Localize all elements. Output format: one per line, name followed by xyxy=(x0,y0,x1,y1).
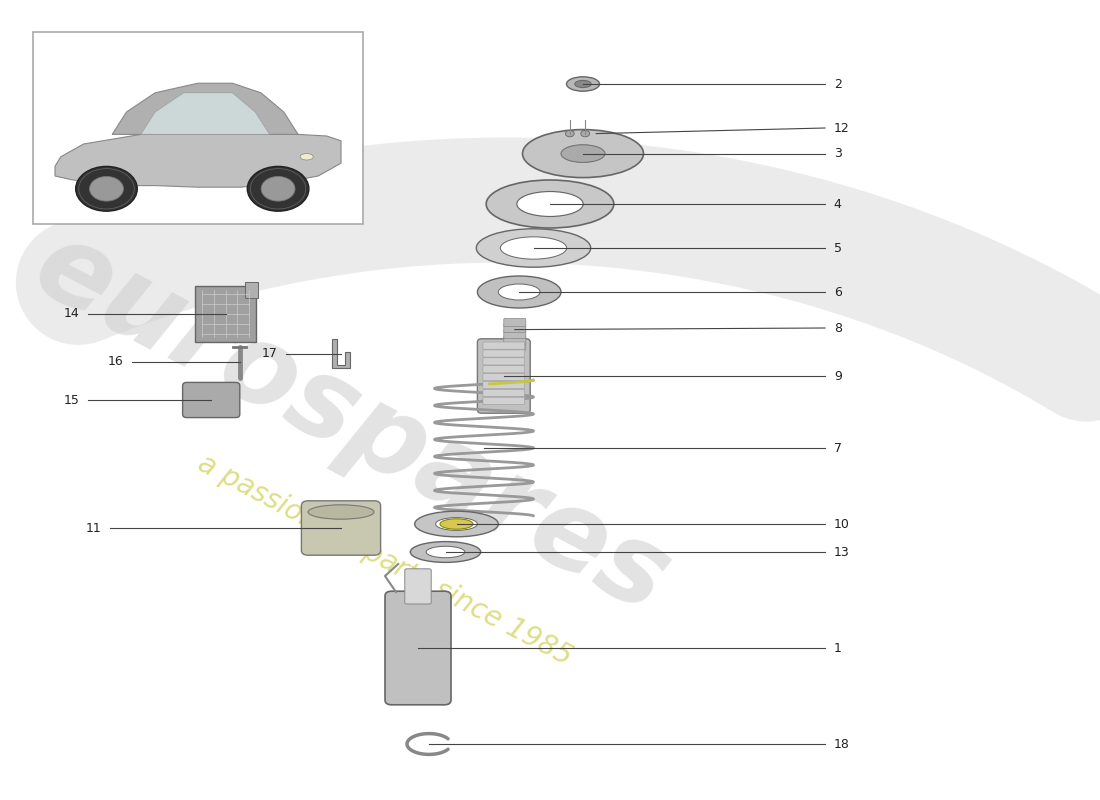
FancyBboxPatch shape xyxy=(504,342,526,350)
Text: 6: 6 xyxy=(834,286,842,298)
Polygon shape xyxy=(332,339,350,368)
Circle shape xyxy=(248,166,309,211)
FancyBboxPatch shape xyxy=(385,591,451,705)
Text: 11: 11 xyxy=(86,522,101,534)
Bar xyxy=(196,286,255,342)
Text: 3: 3 xyxy=(834,147,842,160)
FancyBboxPatch shape xyxy=(483,366,525,373)
Ellipse shape xyxy=(574,80,592,88)
Ellipse shape xyxy=(440,519,473,530)
Text: 16: 16 xyxy=(108,355,123,368)
Circle shape xyxy=(565,130,574,137)
FancyBboxPatch shape xyxy=(483,390,525,397)
Circle shape xyxy=(89,177,123,201)
Text: eurospares: eurospares xyxy=(16,212,688,636)
FancyBboxPatch shape xyxy=(483,342,525,349)
Ellipse shape xyxy=(486,180,614,228)
FancyBboxPatch shape xyxy=(183,382,240,418)
Ellipse shape xyxy=(300,154,313,160)
Ellipse shape xyxy=(566,77,600,91)
Text: 15: 15 xyxy=(64,394,79,406)
Ellipse shape xyxy=(308,505,374,519)
Ellipse shape xyxy=(498,284,540,300)
FancyBboxPatch shape xyxy=(301,501,381,555)
Text: 13: 13 xyxy=(834,546,849,558)
FancyBboxPatch shape xyxy=(504,336,526,344)
Circle shape xyxy=(76,166,138,211)
FancyBboxPatch shape xyxy=(483,358,525,365)
FancyBboxPatch shape xyxy=(483,397,525,404)
Text: 17: 17 xyxy=(262,347,277,360)
Ellipse shape xyxy=(522,130,644,178)
Ellipse shape xyxy=(476,229,591,267)
Ellipse shape xyxy=(477,276,561,308)
Text: 14: 14 xyxy=(64,307,79,320)
FancyBboxPatch shape xyxy=(504,325,526,333)
Ellipse shape xyxy=(426,546,465,558)
Text: 18: 18 xyxy=(834,738,849,750)
FancyBboxPatch shape xyxy=(483,350,525,357)
Text: 9: 9 xyxy=(834,370,842,382)
Text: 1: 1 xyxy=(834,642,842,654)
Text: 8: 8 xyxy=(834,322,842,334)
Text: 4: 4 xyxy=(834,198,842,210)
FancyBboxPatch shape xyxy=(504,318,526,326)
Text: 12: 12 xyxy=(834,122,849,134)
Text: a passion for parts since 1985: a passion for parts since 1985 xyxy=(194,449,576,671)
Ellipse shape xyxy=(415,511,498,537)
Polygon shape xyxy=(55,134,341,187)
FancyBboxPatch shape xyxy=(504,330,526,338)
FancyBboxPatch shape xyxy=(405,569,431,604)
Ellipse shape xyxy=(410,542,481,562)
Text: 5: 5 xyxy=(834,242,842,254)
Circle shape xyxy=(261,177,295,201)
Ellipse shape xyxy=(500,237,566,259)
Ellipse shape xyxy=(436,518,477,530)
FancyBboxPatch shape xyxy=(483,382,525,389)
Text: 2: 2 xyxy=(834,78,842,90)
Text: 10: 10 xyxy=(834,518,849,530)
Ellipse shape xyxy=(561,145,605,162)
FancyBboxPatch shape xyxy=(477,339,530,413)
Bar xyxy=(244,282,257,298)
Polygon shape xyxy=(112,83,298,134)
FancyBboxPatch shape xyxy=(483,374,525,381)
Circle shape xyxy=(581,130,590,137)
Bar xyxy=(33,32,363,224)
Ellipse shape xyxy=(562,145,604,162)
Text: 7: 7 xyxy=(834,442,842,454)
Ellipse shape xyxy=(517,191,583,217)
Polygon shape xyxy=(141,93,270,134)
